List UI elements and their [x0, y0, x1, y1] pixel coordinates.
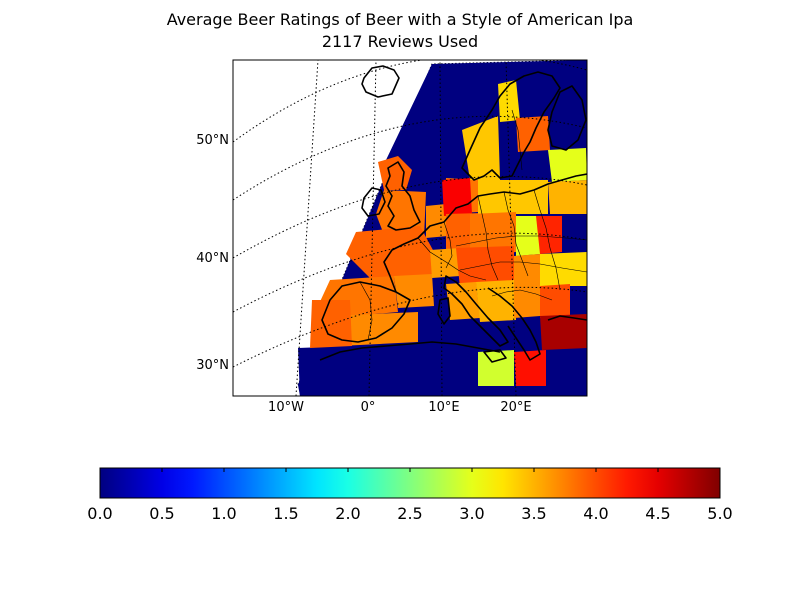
colorbar-tick-label: 5.0 [707, 504, 732, 523]
title-line-2: 2117 Reviews Used [321, 32, 479, 51]
latitude-labels: 50°N 40°N 30°N [196, 133, 229, 373]
meridian-line-20e [505, 60, 517, 396]
border-2 [443, 221, 453, 269]
title-line-1: Average Beer Ratings of Beer with a Styl… [166, 10, 634, 29]
heatmap-cell [476, 280, 516, 322]
heatmap-cell [462, 116, 500, 180]
lat-label-40: 40°N [196, 251, 229, 266]
coast-iceland [361, 65, 400, 98]
heatmap-cell [442, 178, 472, 216]
border-3 [477, 195, 499, 281]
colorbar-tick-label: 0.0 [87, 504, 112, 523]
heatmap-cell [540, 314, 587, 350]
colorbar-ticks: 0.0 0.5 1.0 1.5 2.0 2.5 3.0 3.5 4.0 4.5 5.0 [87, 468, 733, 523]
meridian-line-10e [439, 60, 443, 396]
colorbar-tick-label: 2.0 [335, 504, 360, 523]
coast-iberia [321, 281, 411, 343]
heatmap-cell [478, 350, 514, 386]
colorbar-tick-label: 3.0 [459, 504, 484, 523]
border-7 [459, 261, 587, 273]
heatmap-cell [456, 246, 514, 288]
meridian-line-10w [295, 60, 319, 396]
lat-label-50: 50°N [196, 133, 229, 148]
heatmap-cell [548, 180, 587, 214]
border-10 [511, 109, 523, 171]
border-1 [417, 237, 487, 281]
parallel-line-40 [233, 175, 587, 259]
colorbar-tick-label: 4.5 [645, 504, 670, 523]
heatmap-cell [330, 312, 418, 346]
country-borders [359, 109, 587, 341]
heatmap-cell [426, 204, 448, 238]
colorbar-tick-label: 0.5 [149, 504, 174, 523]
coast-ireland [361, 187, 386, 217]
map-plot-area [233, 60, 587, 396]
colorbar-tick-label: 3.5 [521, 504, 546, 523]
coast-continent-north [417, 173, 587, 239]
heatmap-cell [540, 284, 570, 318]
map-frame [232, 59, 588, 397]
heatmap-cell [478, 180, 548, 214]
heatmap-cell [394, 274, 434, 308]
heatmap-cell [540, 252, 587, 286]
coast-sardinia [437, 297, 451, 325]
colorbar-tick-label: 1.5 [273, 504, 298, 523]
coastlines [319, 65, 587, 363]
heatmap-cell [430, 248, 460, 278]
coast-britain [385, 161, 421, 231]
heatmap-cell [536, 216, 562, 254]
colorbar-tick-label: 1.0 [211, 504, 236, 523]
heatmap-cell [446, 282, 480, 320]
heatmap-cell [498, 80, 520, 122]
coast-balkans [487, 287, 541, 361]
border-5 [533, 189, 561, 291]
heatmap-cell [514, 350, 546, 386]
coast-france [383, 237, 419, 293]
parallel-line-55 [290, 60, 587, 61]
parallel-line-30 [233, 286, 587, 368]
border-8 [359, 281, 373, 341]
lat-label-30: 30°N [196, 358, 229, 373]
coast-turkey [547, 315, 587, 321]
border-9 [491, 289, 553, 301]
colorbar-tick-label: 4.0 [583, 504, 608, 523]
lon-label-0: 0° [361, 400, 376, 415]
heatmap-cell [298, 340, 514, 396]
heatmap-cell [512, 316, 544, 354]
coast-italy [443, 275, 509, 347]
colorbar: 0.0 0.5 1.0 1.5 2.0 2.5 3.0 3.5 4.0 4.5 5.0 [87, 467, 733, 523]
colorbar-gradient [99, 467, 721, 499]
border-4 [503, 191, 529, 277]
parallel-line-35 [233, 232, 587, 313]
colorbar-tick-label: 2.5 [397, 504, 422, 523]
border-6 [455, 235, 587, 247]
coast-scandinavia [461, 71, 561, 181]
longitude-labels: 10°W 0° 10°E 20°E [268, 400, 532, 415]
coast-north-africa [319, 341, 501, 361]
heatmap-cell [470, 212, 516, 254]
heatmap-cell [386, 64, 480, 172]
lon-label-20e: 20°E [500, 400, 531, 415]
chart-title: Average Beer Ratings of Beer with a Styl… [0, 9, 800, 53]
heatmap-cell [548, 148, 587, 182]
lon-label-10e: 10°E [428, 400, 459, 415]
coast-finland [547, 85, 587, 151]
lon-label-10w: 10°W [268, 400, 304, 415]
heatmap-cell [514, 254, 540, 318]
heatmap-cell [310, 300, 352, 348]
heatmap-cell [378, 156, 412, 190]
